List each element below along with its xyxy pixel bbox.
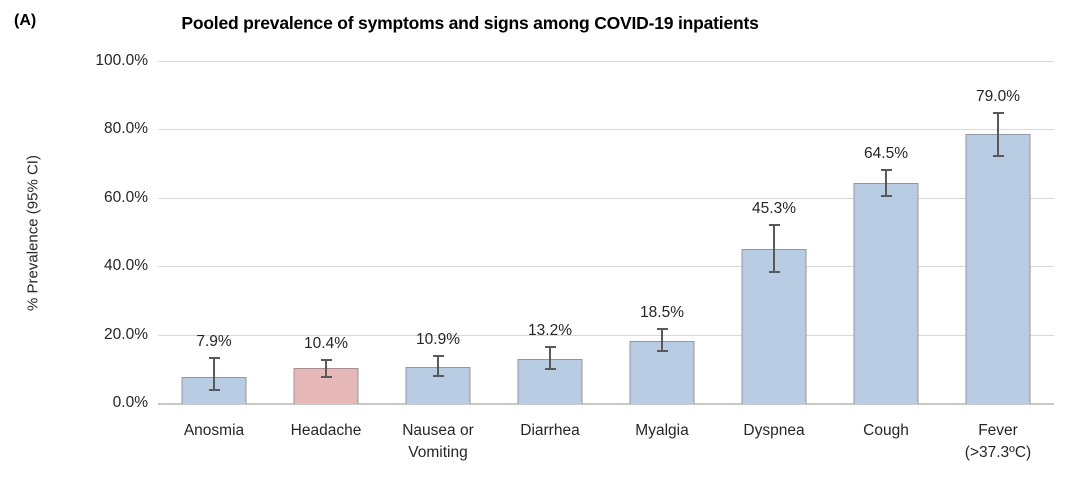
error-bar-cap-bottom	[768, 270, 780, 273]
error-bar-line	[213, 358, 215, 390]
y-tick-label: 60.0%	[104, 188, 148, 206]
error-bar-cap-top	[320, 358, 332, 361]
error-bar-line	[325, 359, 327, 378]
value-label: 10.9%	[416, 331, 460, 349]
error-bar-line	[437, 356, 439, 377]
category-label: Cough	[863, 422, 909, 439]
error-bar-cap-bottom	[880, 194, 892, 197]
bar-group-Fever (>37.3ºC): 79.0%	[942, 62, 1054, 404]
gridline-80	[158, 129, 1054, 131]
error-bar-line	[549, 346, 551, 370]
value-label: 7.9%	[196, 333, 232, 351]
category-label: Headache	[290, 422, 362, 439]
error-bar-cap-top	[544, 345, 556, 348]
category-label: Diarrhea	[520, 422, 580, 439]
bar-group-Dyspnea: 45.3%	[718, 62, 830, 404]
error-bar-cap-bottom	[544, 368, 556, 371]
error-bar-line	[773, 224, 775, 272]
error-bar-cap-top	[208, 357, 220, 360]
y-tick-label: 100.0%	[95, 52, 148, 69]
error-bar-cap-top	[880, 168, 892, 171]
y-tick-label: 40.0%	[104, 257, 148, 275]
gridline-100	[158, 61, 1054, 62]
error-bar-cap-top	[432, 355, 444, 358]
bar-group-Headache: 10.4%	[270, 62, 382, 404]
value-label: 64.5%	[864, 144, 908, 162]
value-label: 18.5%	[640, 304, 684, 322]
bar-group-Anosmia: 7.9%	[158, 62, 270, 404]
gridline-20	[158, 334, 1054, 336]
y-tick-label: 0.0%	[112, 394, 148, 411]
error-bar-cap-bottom	[432, 375, 444, 378]
value-label: 45.3%	[752, 199, 796, 217]
plot-area: 0.0% 20.0% 40.0% 60.0% 80.0% 100.0% Anosmia 7.9…	[95, 52, 1054, 461]
gridline-60	[158, 197, 1054, 199]
value-label: 10.4%	[304, 334, 348, 352]
category-label: Anosmia	[183, 422, 245, 439]
error-bar-cap-bottom	[320, 376, 332, 379]
bar	[853, 183, 919, 404]
error-bar-cap-bottom	[208, 388, 220, 391]
gridline-40	[158, 266, 1054, 268]
y-tick-label: 20.0%	[104, 325, 148, 343]
bar-group-Nausea or Vomiting: 10.9%	[382, 62, 494, 404]
y-axis-title: % Prevalence (95% CI)	[24, 155, 42, 311]
x-axis-line	[158, 403, 1054, 405]
category-label: Myalgia	[635, 422, 689, 439]
bar	[965, 133, 1031, 404]
bar-group-Cough: 64.5%	[830, 62, 942, 404]
bar-group-Diarrhea: 13.2%	[494, 62, 606, 404]
error-bar-cap-top	[768, 223, 780, 226]
bar-group-Myalgia: 18.5%	[606, 62, 718, 404]
chart-title: Pooled prevalence of symptoms and signs …	[181, 13, 759, 33]
error-bar-line	[661, 329, 663, 351]
category-label: Dyspnea	[743, 422, 805, 439]
error-bar-line	[885, 169, 887, 196]
panel-label: (A)	[14, 12, 37, 29]
y-tick-label: 80.0%	[104, 120, 148, 138]
category-label: Nausea or Vomiting	[402, 422, 474, 461]
error-bar-cap-top	[992, 112, 1004, 115]
error-bar-cap-bottom	[656, 349, 668, 352]
error-bar-cap-top	[656, 328, 668, 331]
value-label: 79.0%	[976, 88, 1020, 106]
category-label: Fever (>37.3ºC)	[964, 422, 1032, 461]
error-bar-line	[997, 113, 999, 157]
value-label: 13.2%	[528, 321, 572, 339]
error-bar-cap-bottom	[992, 155, 1004, 158]
